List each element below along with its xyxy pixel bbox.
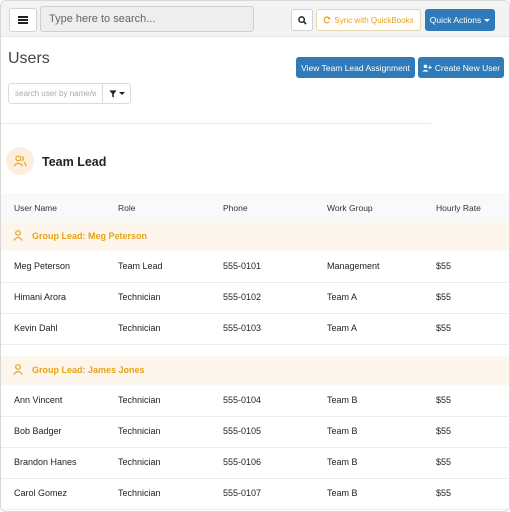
refresh-icon — [323, 16, 331, 24]
cell-phone: 555-0102 — [223, 292, 262, 302]
sync-quickbooks-button[interactable]: Sync with QuickBooks — [316, 9, 421, 31]
table-row[interactable]: Ann Vincent Technician 555-0104 Team B $… — [1, 386, 509, 417]
cell-role: Technician — [118, 426, 161, 436]
cell-role: Technician — [118, 488, 161, 498]
cell-hourly-rate: $55 — [436, 323, 452, 333]
quick-actions-button[interactable]: Quick Actions — [425, 9, 495, 31]
filter-dropdown-button[interactable] — [103, 83, 131, 104]
table-row[interactable]: Meg Peterson Team Lead 555-0101 Manageme… — [1, 252, 509, 283]
table-row[interactable]: Brandon Hanes Technician 555-0106 Team B… — [1, 448, 509, 479]
cell-hourly-rate: $55 — [436, 426, 452, 436]
create-new-user-button[interactable]: Create New User — [418, 57, 504, 78]
cell-phone: 555-0106 — [223, 457, 262, 467]
create-user-label: Create New User — [434, 62, 501, 73]
cell-hourly-rate: $55 — [436, 488, 452, 498]
cell-role: Technician — [118, 292, 161, 302]
search-icon — [297, 15, 307, 25]
search-button[interactable] — [291, 9, 313, 31]
cell-phone: 555-0101 — [223, 261, 262, 271]
global-search-input[interactable] — [40, 6, 254, 32]
cell-work-group: Team A — [327, 292, 358, 302]
menu-button[interactable] — [9, 8, 37, 32]
cell-work-group: Team B — [327, 395, 358, 405]
table-row[interactable]: Himani Arora Technician 555-0102 Team A … — [1, 283, 509, 314]
group-header: Group Lead: Meg Peterson — [1, 222, 509, 251]
cell-hourly-rate: $55 — [436, 457, 452, 467]
group-label: Group Lead: Meg Peterson — [32, 231, 148, 241]
cell-user-name: Bob Badger — [14, 426, 62, 436]
page-title: Users — [8, 50, 50, 67]
cell-hourly-rate: $55 — [436, 292, 452, 302]
cell-user-name: Brandon Hanes — [14, 457, 77, 467]
column-header-work-group[interactable]: Work Group — [327, 203, 373, 213]
cell-phone: 555-0107 — [223, 488, 262, 498]
quick-actions-label: Quick Actions — [429, 15, 482, 25]
group-header: Group Lead: James Jones — [1, 356, 509, 385]
cell-phone: 555-0104 — [223, 395, 262, 405]
cell-phone: 555-0105 — [223, 426, 262, 436]
table-row[interactable]: Carol Gomez Technician 555-0107 Team B $… — [1, 479, 509, 510]
table-row[interactable]: Bob Badger Technician 555-0105 Team B $5… — [1, 417, 509, 448]
column-header-user-name[interactable]: User Name — [14, 203, 57, 213]
table-header: User Name Role Phone Work Group Hourly R… — [1, 193, 509, 222]
cell-hourly-rate: $55 — [436, 395, 452, 405]
table-row[interactable]: Kevin Dahl Technician 555-0103 Team A $5… — [1, 314, 509, 345]
cell-work-group: Team B — [327, 488, 358, 498]
cell-user-name: Himani Arora — [14, 292, 67, 302]
cell-hourly-rate: $55 — [436, 261, 452, 271]
section-title: Team Lead — [42, 155, 107, 169]
header-divider — [1, 123, 431, 124]
cell-role: Technician — [118, 457, 161, 467]
user-filter-input[interactable] — [8, 83, 103, 104]
top-bar: Sync with QuickBooks Quick Actions — [1, 1, 509, 37]
column-header-hourly-rate[interactable]: Hourly Rate — [436, 203, 481, 213]
cell-phone: 555-0103 — [223, 323, 262, 333]
cell-role: Team Lead — [118, 261, 163, 271]
column-header-phone[interactable]: Phone — [223, 203, 248, 213]
users-icon — [6, 147, 34, 175]
cell-role: Technician — [118, 323, 161, 333]
cell-role: Technician — [118, 395, 161, 405]
view-team-lead-assignment-button[interactable]: View Team Lead Assignment — [296, 57, 415, 78]
hamburger-icon — [18, 16, 28, 24]
filter-icon — [108, 89, 117, 98]
cell-user-name: Kevin Dahl — [14, 323, 58, 333]
chevron-down-icon — [484, 18, 491, 22]
cell-work-group: Management — [327, 261, 380, 271]
user-plus-icon — [422, 64, 432, 72]
view-team-lead-label: View Team Lead Assignment — [301, 62, 410, 73]
cell-user-name: Ann Vincent — [14, 395, 63, 405]
cell-work-group: Team B — [327, 457, 358, 467]
cell-user-name: Meg Peterson — [14, 261, 71, 271]
group-label: Group Lead: James Jones — [32, 365, 145, 375]
sync-label: Sync with QuickBooks — [334, 15, 414, 25]
cell-work-group: Team A — [327, 323, 358, 333]
column-header-role[interactable]: Role — [118, 203, 136, 213]
chevron-down-icon — [118, 92, 125, 95]
user-icon — [13, 230, 23, 241]
cell-user-name: Carol Gomez — [14, 488, 68, 498]
user-icon — [13, 364, 23, 375]
cell-work-group: Team B — [327, 426, 358, 436]
